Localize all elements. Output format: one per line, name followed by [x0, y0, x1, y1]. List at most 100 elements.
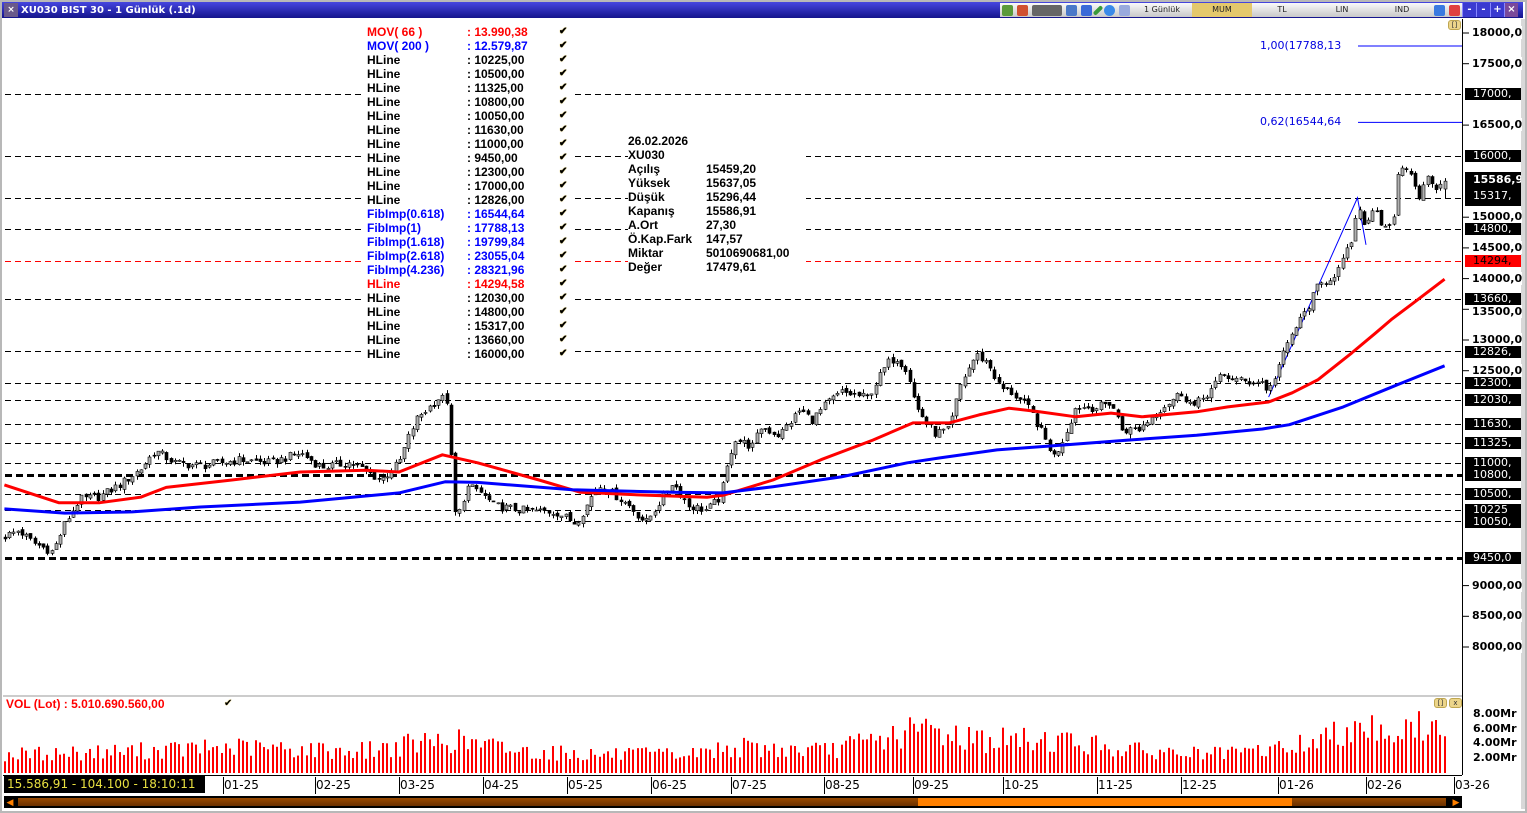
legend-row[interactable]: HLine: 11000,00 ✔: [365, 137, 575, 151]
check-icon[interactable]: ✔: [559, 82, 568, 93]
check-icon[interactable]: ✔: [559, 96, 568, 107]
legend-row[interactable]: HLine: 10800,00 ✔: [365, 95, 575, 109]
check-icon[interactable]: ✔: [559, 110, 568, 121]
minimize-button[interactable]: -: [1462, 3, 1476, 17]
legend-row[interactable]: HLine: 10500,00 ✔: [365, 67, 575, 81]
check-icon[interactable]: ✔: [559, 250, 568, 261]
volume-restore-button[interactable]: []: [1434, 698, 1447, 708]
legend-row[interactable]: HLine: 14294,58 ✔: [365, 277, 575, 291]
legend-row[interactable]: FibImp(4.236): 28321,96 ✔: [365, 263, 575, 277]
check-icon[interactable]: ✔: [559, 292, 568, 303]
panel-restore-button[interactable]: []: [1448, 20, 1461, 30]
check-icon[interactable]: ✔: [559, 278, 568, 289]
candle-up: [882, 367, 887, 373]
scroll-right-icon[interactable]: ▶: [1452, 797, 1460, 807]
scroll-thumb[interactable]: [918, 798, 1292, 806]
check-icon[interactable]: ✔: [559, 236, 568, 247]
arrow-icon[interactable]: [1434, 4, 1445, 16]
symbol-icon[interactable]: [1002, 4, 1013, 16]
volume-bar: [845, 740, 847, 773]
legend-row[interactable]: HLine: 11630,00 ✔: [365, 123, 575, 137]
volume-bar: [424, 733, 426, 773]
check-icon[interactable]: ✔: [559, 124, 568, 135]
check-icon[interactable]: ✔: [559, 68, 568, 79]
restore-button[interactable]: -: [1476, 3, 1490, 17]
period-selector[interactable]: 1 Günlük: [1144, 5, 1180, 14]
template-icon[interactable]: [1032, 4, 1062, 16]
check-icon[interactable]: ✔: [559, 334, 568, 345]
scroll-left-icon[interactable]: ◀: [6, 797, 14, 807]
mov66-line: [3, 278, 1446, 505]
candle-up: [75, 505, 80, 512]
legend-row[interactable]: HLine: 10050,00 ✔: [365, 109, 575, 123]
volume-bar: [883, 749, 885, 773]
check-icon[interactable]: ✔: [559, 222, 568, 233]
legend-row[interactable]: FibImp(1): 17788,13 ✔: [365, 221, 575, 235]
check-icon[interactable]: ✔: [559, 26, 568, 37]
check-icon[interactable]: ✔: [559, 208, 568, 219]
tools-icon[interactable]: [1449, 4, 1460, 16]
maximize-button[interactable]: +: [1490, 3, 1504, 17]
candle-up: [1311, 292, 1316, 311]
volume-bar: [866, 739, 868, 773]
legend-row[interactable]: HLine: 9450,00 ✔: [365, 151, 575, 165]
legend-row[interactable]: MOV( 200 ): 12.579,87 ✔: [365, 39, 575, 53]
currency-selector[interactable]: TL: [1277, 5, 1287, 14]
indicator-wave-icon[interactable]: [1119, 4, 1130, 16]
legend-row[interactable]: FibImp(1.618): 19799,84 ✔: [365, 235, 575, 249]
volume-bar: [433, 746, 435, 773]
candle-up: [1196, 397, 1201, 408]
legend-row[interactable]: HLine: 12030,00 ✔: [365, 291, 575, 305]
check-icon[interactable]: ✔: [559, 194, 568, 205]
volume-bar: [314, 757, 316, 773]
candle-down: [1324, 283, 1329, 285]
volume-close-button[interactable]: x: [1449, 698, 1462, 708]
horizontal-scrollbar[interactable]: ◀ ▶: [4, 796, 1462, 808]
legend-row[interactable]: FibImp(0.618): 16544,64 ✔: [365, 207, 575, 221]
check-icon[interactable]: ✔: [559, 348, 568, 359]
legend-row[interactable]: HLine: 12300,00 ✔: [365, 165, 575, 179]
legend-row[interactable]: MOV( 66 ): 13.990,38 ✔: [365, 25, 575, 39]
check-icon[interactable]: ✔: [559, 264, 568, 275]
check-icon[interactable]: ✔: [224, 698, 233, 709]
close-window-button[interactable]: ×: [4, 3, 18, 17]
legend-row[interactable]: HLine: 17000,00 ✔: [365, 179, 575, 193]
candle-down: [283, 458, 288, 462]
check-icon[interactable]: ✔: [559, 138, 568, 149]
check-icon[interactable]: ✔: [559, 180, 568, 191]
legend-row[interactable]: HLine: 16000,00 ✔: [365, 347, 575, 361]
panel-divider[interactable]: [3, 695, 1462, 697]
candle-down: [568, 512, 573, 521]
chart-type-icon[interactable]: [1081, 4, 1092, 16]
indicators-menu[interactable]: IND: [1394, 5, 1410, 14]
check-icon[interactable]: ✔: [559, 166, 568, 177]
volume-bar: [560, 745, 562, 773]
grid-icon[interactable]: [1066, 4, 1077, 16]
volume-bar: [531, 758, 533, 773]
legend-row[interactable]: FibImp(2.618): 23055,04 ✔: [365, 249, 575, 263]
scale-linear[interactable]: LIN: [1335, 5, 1349, 14]
check-icon[interactable]: ✔: [559, 54, 568, 65]
portfolio-icon[interactable]: [1017, 4, 1028, 16]
check-icon[interactable]: ✔: [559, 320, 568, 331]
legend-row[interactable]: HLine: 10225,00 ✔: [365, 53, 575, 67]
check-icon[interactable]: ✔: [559, 306, 568, 317]
candle-up: [1273, 378, 1278, 386]
candle-down: [691, 506, 696, 511]
candle-down: [321, 462, 326, 469]
legend-row[interactable]: HLine: 14800,00 ✔: [365, 305, 575, 319]
legend-row[interactable]: HLine: 13660,00 ✔: [365, 333, 575, 347]
check-icon[interactable]: ✔: [559, 152, 568, 163]
legend-row[interactable]: HLine: 12826,00 ✔: [365, 193, 575, 207]
check-icon[interactable]: ✔: [559, 40, 568, 51]
candle-down: [1243, 378, 1248, 382]
scroll-track[interactable]: [18, 798, 1446, 806]
legend-row[interactable]: HLine: 11325,00 ✔: [365, 81, 575, 95]
volume-bar: [1151, 755, 1153, 773]
legend-row[interactable]: HLine: 15317,00 ✔: [365, 319, 575, 333]
volume-bar: [1027, 741, 1029, 773]
move-icon[interactable]: [1104, 4, 1115, 16]
chart-style-candle[interactable]: MUM: [1192, 3, 1252, 17]
close-button[interactable]: ×: [1504, 3, 1518, 17]
